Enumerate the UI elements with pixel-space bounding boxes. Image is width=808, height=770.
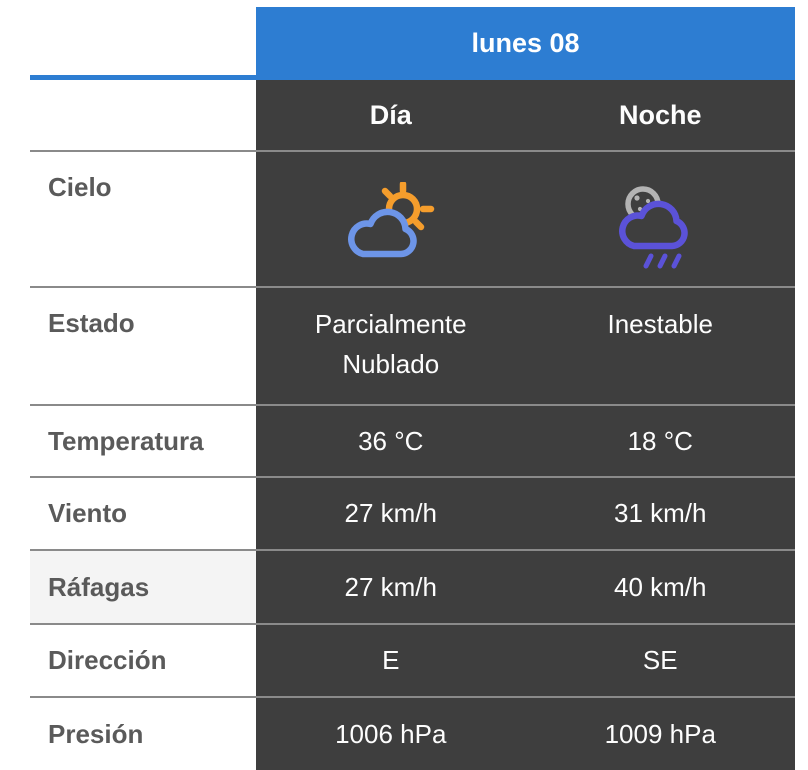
row-label-viento: Viento <box>30 478 256 551</box>
viento-night-value: 31 km/h <box>525 478 795 551</box>
estado-night-value: Inestable <box>525 288 795 406</box>
table-corner-spacer <box>30 0 256 80</box>
row-label-estado: Estado <box>30 288 256 406</box>
rafagas-night-value: 40 km/h <box>525 551 795 625</box>
presion-night-value: 1009 hPa <box>525 698 795 770</box>
row-label-direccion: Dirección <box>30 625 256 698</box>
direccion-day-value: E <box>256 625 526 698</box>
subheader-spacer <box>30 80 256 152</box>
date-header[interactable]: lunes 08 <box>256 7 795 80</box>
row-label-cielo: Cielo <box>30 152 256 288</box>
temperatura-day-value: 36 °C <box>256 406 526 478</box>
row-label-rafagas: Ráfagas <box>30 551 256 625</box>
sky-day-cell <box>256 152 526 288</box>
direccion-night-value: SE <box>525 625 795 698</box>
sky-night-cell <box>525 152 795 288</box>
weather-table: lunes 08 Día Noche Cielo <box>30 0 795 770</box>
estado-day-value: Parcialmente Nublado <box>256 288 526 406</box>
sun-behind-cloud-icon <box>343 182 439 260</box>
presion-day-value: 1006 hPa <box>256 698 526 770</box>
column-header-night: Noche <box>525 80 795 152</box>
viento-day-value: 27 km/h <box>256 478 526 551</box>
temperatura-night-value: 18 °C <box>525 406 795 478</box>
column-header-day: Día <box>256 80 526 152</box>
row-label-presion: Presión <box>30 698 256 770</box>
date-header-cell: lunes 08 <box>256 0 795 80</box>
row-label-temperatura: Temperatura <box>30 406 256 478</box>
rafagas-day-value: 27 km/h <box>256 551 526 625</box>
moon-cloud-rain-icon <box>612 182 708 270</box>
